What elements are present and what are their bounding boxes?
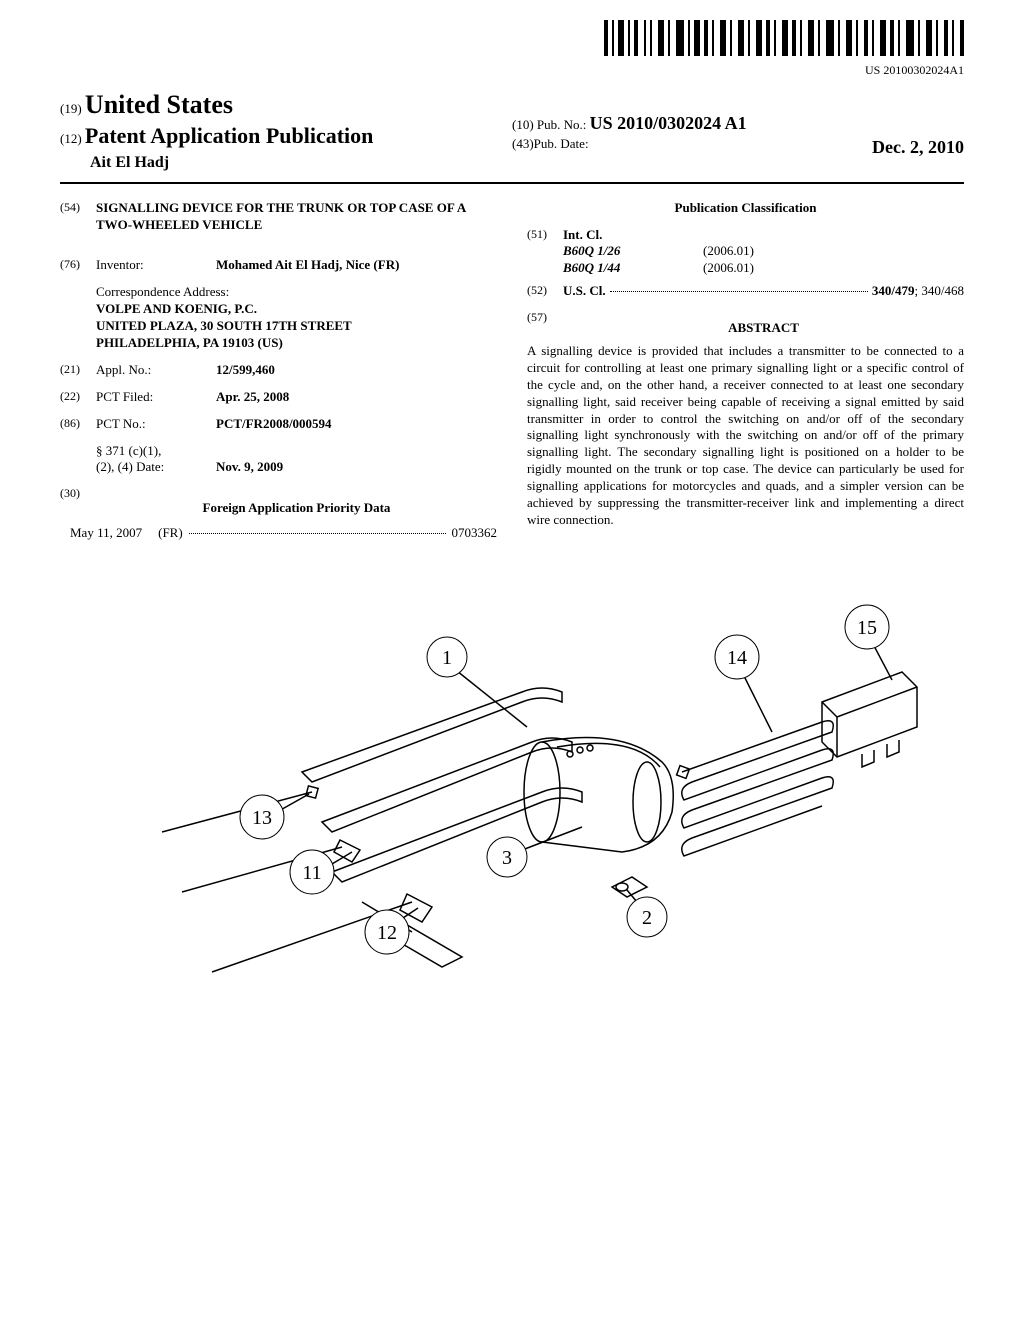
- appl-num: (21): [60, 362, 96, 379]
- us-cl-row: (52) U.S. Cl. 340/479; 340/468: [527, 283, 964, 300]
- abstract-text: A signalling device is provided that inc…: [527, 343, 964, 529]
- inventor-num: (76): [60, 257, 96, 274]
- s371-label2: (2), (4) Date:: [96, 459, 216, 476]
- header-author: Ait El Hadj: [90, 153, 512, 174]
- s371-label1: § 371 (c)(1),: [96, 443, 216, 460]
- patent-figure: 1 3 2 13 11 12 14 15: [102, 572, 922, 992]
- header-num-12: (12): [60, 131, 82, 146]
- barcode-area: US 20100302024A1: [60, 20, 964, 78]
- pub-no-value: US 2010/0302024 A1: [590, 113, 747, 133]
- callout-2: 2: [642, 907, 652, 929]
- priority-data-row: May 11, 2007 (FR) 0703362: [70, 525, 497, 542]
- priority-country: (FR): [158, 525, 183, 542]
- corr-line3: PHILADELPHIA, PA 19103 (US): [96, 335, 497, 352]
- corr-label: Correspondence Address:: [96, 284, 497, 301]
- header-left: (19) United States (12) Patent Applicati…: [60, 88, 512, 173]
- priority-date: May 11, 2007: [70, 525, 142, 542]
- s371-value: Nov. 9, 2009: [216, 459, 497, 476]
- int-cl-label: Int. Cl.: [563, 227, 964, 244]
- header-num-43: (43): [512, 136, 534, 159]
- int-cl-2-code: B60Q 1/44: [563, 260, 703, 277]
- priority-value: 0703362: [452, 525, 498, 542]
- header-num-10: (10): [512, 117, 534, 132]
- pct-filed-num: (22): [60, 389, 96, 406]
- appl-value: 12/599,460: [216, 362, 497, 379]
- int-cl-1-ver: (2006.01): [703, 243, 754, 260]
- header-right: (10) Pub. No.: US 2010/0302024 A1 (43) P…: [512, 88, 964, 173]
- priority-header-row: (30) Foreign Application Priority Data: [60, 486, 497, 525]
- abstract-label: ABSTRACT: [563, 320, 964, 337]
- left-column: (54) SIGNALLING DEVICE FOR THE TRUNK OR …: [60, 200, 497, 542]
- pct-filed-label: PCT Filed:: [96, 389, 216, 406]
- callout-3: 3: [502, 847, 512, 869]
- header-pub-line: Patent Application Publication: [85, 123, 373, 148]
- abstract-num: (57): [527, 310, 563, 343]
- body-columns: (54) SIGNALLING DEVICE FOR THE TRUNK OR …: [60, 200, 964, 542]
- header-row: (19) United States (12) Patent Applicati…: [60, 88, 964, 173]
- barcode-text: US 20100302024A1: [60, 63, 964, 79]
- priority-header: Foreign Application Priority Data: [96, 500, 497, 517]
- inventor-value: Mohamed Ait El Hadj, Nice (FR): [216, 257, 497, 274]
- pct-filed-value: Apr. 25, 2008: [216, 389, 497, 406]
- pct-no-value: PCT/FR2008/000594: [216, 416, 497, 433]
- priority-num: (30): [60, 486, 96, 525]
- pct-no-row: (86) PCT No.: PCT/FR2008/000594: [60, 416, 497, 433]
- us-cl-num: (52): [527, 283, 563, 300]
- right-column: Publication Classification (51) Int. Cl.…: [527, 200, 964, 542]
- inventor-row: (76) Inventor: Mohamed Ait El Hadj, Nice…: [60, 257, 497, 274]
- us-cl-dots: [610, 291, 868, 292]
- barcode-image: [604, 20, 964, 56]
- int-cl-2-ver: (2006.01): [703, 260, 754, 277]
- int-cl-row: (51) Int. Cl. B60Q 1/26 (2006.01) B60Q 1…: [527, 227, 964, 278]
- priority-dots: [189, 533, 446, 534]
- header-divider: [60, 182, 964, 184]
- appl-label: Appl. No.:: [96, 362, 216, 379]
- callout-15: 15: [857, 617, 877, 639]
- title-num: (54): [60, 200, 96, 248]
- callout-1: 1: [442, 647, 452, 669]
- invention-title: SIGNALLING DEVICE FOR THE TRUNK OR TOP C…: [96, 200, 497, 234]
- header-country: United States: [85, 90, 233, 119]
- us-cl-value: 340/479; 340/468: [872, 283, 964, 300]
- classification-label: Publication Classification: [527, 200, 964, 217]
- int-cl-1-code: B60Q 1/26: [563, 243, 703, 260]
- inventor-label: Inventor:: [96, 257, 216, 274]
- corr-line1: VOLPE AND KOENIG, P.C.: [96, 301, 497, 318]
- callout-13: 13: [252, 807, 272, 829]
- abstract-header-row: (57) ABSTRACT: [527, 310, 964, 343]
- pub-date-label: Pub. Date:: [534, 136, 589, 159]
- header-num-19: (19): [60, 101, 82, 116]
- callout-12: 12: [377, 922, 397, 944]
- appl-row: (21) Appl. No.: 12/599,460: [60, 362, 497, 379]
- pub-date-value: Dec. 2, 2010: [589, 136, 964, 159]
- pct-no-label: PCT No.:: [96, 416, 216, 433]
- figure-area: 1 3 2 13 11 12 14 15: [60, 572, 964, 997]
- patent-page: US 20100302024A1 (19) United States (12)…: [0, 0, 1024, 1017]
- us-cl-label: U.S. Cl.: [563, 283, 606, 300]
- pct-filed-row: (22) PCT Filed: Apr. 25, 2008: [60, 389, 497, 406]
- correspondence-block: Correspondence Address: VOLPE AND KOENIG…: [96, 284, 497, 352]
- callout-11: 11: [302, 862, 321, 884]
- pct-no-num: (86): [60, 416, 96, 433]
- s371-row: § 371 (c)(1), (2), (4) Date: Nov. 9, 200…: [96, 443, 497, 477]
- corr-line2: UNITED PLAZA, 30 SOUTH 17TH STREET: [96, 318, 497, 335]
- callout-14: 14: [727, 647, 747, 669]
- title-row: (54) SIGNALLING DEVICE FOR THE TRUNK OR …: [60, 200, 497, 248]
- pub-no-label: Pub. No.:: [537, 117, 586, 132]
- int-cl-num: (51): [527, 227, 563, 278]
